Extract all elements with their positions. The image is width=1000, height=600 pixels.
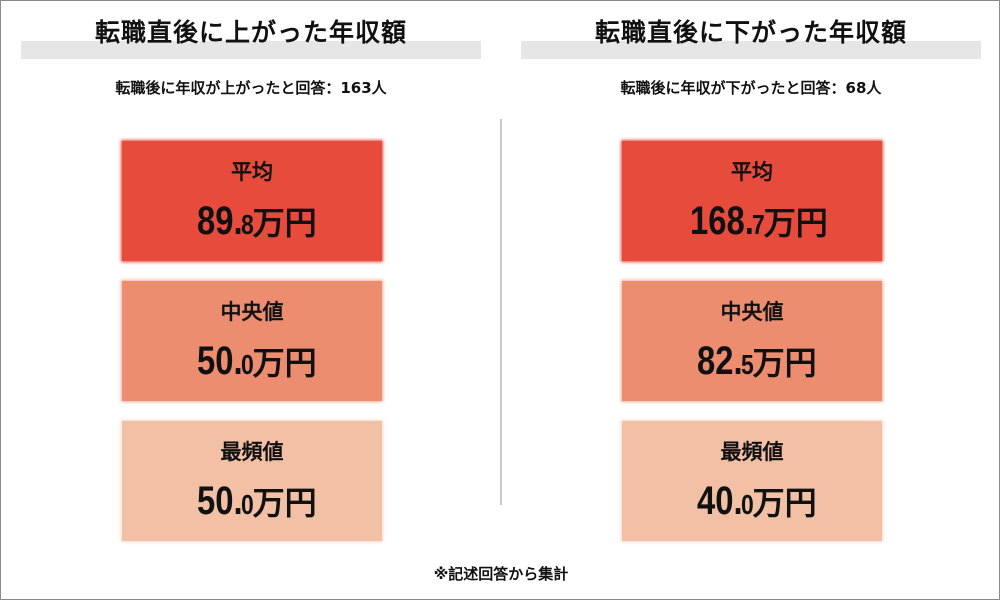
value-integer: 168.: [690, 199, 755, 243]
value-decimal: 7: [752, 209, 765, 240]
value-decimal: 0: [741, 489, 754, 520]
value-integer: 50.: [197, 339, 243, 383]
value-unit: 万円: [252, 484, 317, 522]
value-decimal: 5: [741, 349, 754, 380]
value-decimal: 0: [241, 349, 254, 380]
center-divider: [500, 119, 502, 505]
card-label: 平均: [231, 160, 273, 184]
value-integer: 50.: [197, 479, 243, 523]
left-card-mode: 最頻値 50.0万円: [122, 421, 382, 541]
card-value: 50.0万円: [122, 479, 382, 532]
card-value: 50.0万円: [122, 339, 382, 392]
right-subheading: 転職後に年収が下がったと回答：68人: [620, 79, 882, 97]
left-card-median: 中央値 50.0万円: [122, 281, 382, 401]
right-heading-block: 転職直後に下がった年収額: [521, 15, 981, 63]
right-heading: 転職直後に下がった年収額: [594, 18, 907, 47]
right-heading-bar: [521, 41, 981, 59]
right-card-average: 平均 168.7万円: [622, 141, 882, 261]
value-decimal: 0: [241, 489, 254, 520]
left-heading-bar: [21, 41, 481, 59]
card-label: 平均: [731, 160, 773, 184]
card-label: 中央値: [720, 300, 784, 324]
left-heading: 転職直後に上がった年収額: [94, 18, 407, 47]
left-card-average: 平均 89.8万円: [122, 141, 382, 261]
right-card-median: 中央値 82.5万円: [622, 281, 882, 401]
card-value: 40.0万円: [622, 479, 882, 532]
card-value: 89.8万円: [122, 199, 382, 252]
value-unit: 万円: [252, 344, 317, 382]
card-label: 最頻値: [220, 440, 284, 464]
value-integer: 89.: [197, 199, 243, 243]
card-label: 最頻値: [720, 440, 784, 464]
value-integer: 40.: [697, 479, 743, 523]
value-unit: 万円: [752, 344, 817, 382]
footnote: ※記述回答から集計: [433, 565, 569, 583]
card-value: 82.5万円: [622, 339, 882, 392]
value-decimal: 8: [241, 209, 254, 240]
value-unit: 万円: [252, 204, 317, 242]
card-value: 168.7万円: [622, 199, 882, 252]
right-card-mode: 最頻値 40.0万円: [622, 421, 882, 541]
left-heading-block: 転職直後に上がった年収額: [21, 15, 481, 63]
value-integer: 82.: [697, 339, 743, 383]
card-label: 中央値: [220, 300, 284, 324]
value-unit: 万円: [752, 484, 817, 522]
left-subheading: 転職後に年収が上がったと回答：163人: [115, 79, 387, 97]
value-unit: 万円: [763, 204, 828, 242]
